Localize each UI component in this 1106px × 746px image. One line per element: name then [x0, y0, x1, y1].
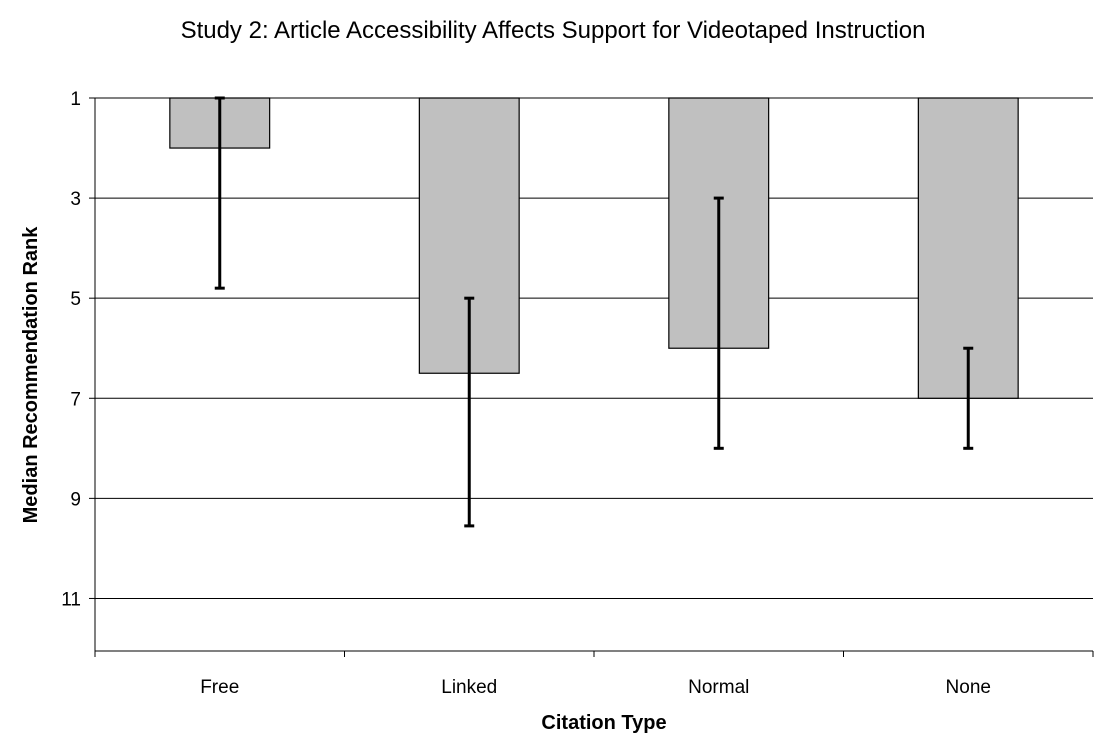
x-tick-labels: Free Linked Normal None — [200, 677, 991, 698]
x-tick-label: Normal — [688, 677, 749, 698]
y-tick-label: 3 — [70, 189, 81, 210]
bars — [169, 97, 1019, 399]
x-axis-title: Citation Type — [541, 712, 666, 734]
error-bars — [214, 96, 974, 528]
y-tick-labels: 1 3 5 7 9 11 — [61, 89, 81, 610]
y-tick-label: 1 — [70, 89, 81, 110]
y-axis-title: Median Recommendation Rank — [20, 226, 42, 524]
y-tick-label: 9 — [70, 489, 81, 510]
y-tick-label: 11 — [61, 589, 81, 610]
y-tick-label: 5 — [70, 289, 81, 310]
chart-title: Study 2: Article Accessibility Affects S… — [181, 17, 926, 44]
x-tick-label: None — [946, 677, 991, 698]
x-tick-label: Free — [200, 677, 239, 698]
x-tick-label: Linked — [441, 677, 497, 698]
y-tick-label: 7 — [70, 389, 81, 410]
axes — [89, 97, 1094, 657]
